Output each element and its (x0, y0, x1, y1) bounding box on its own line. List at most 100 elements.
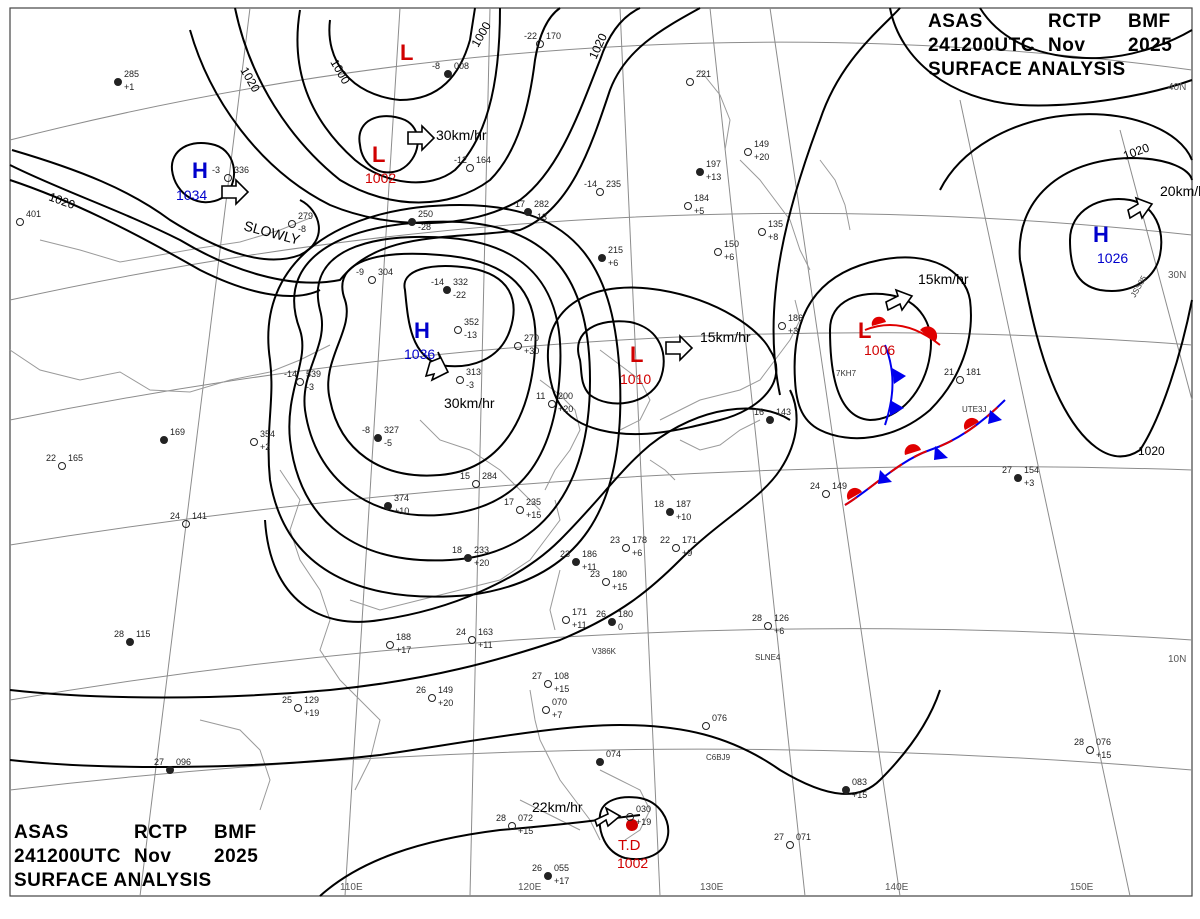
station-pressure: 135 (768, 219, 783, 229)
station-plot: 279-8 (288, 211, 313, 234)
station-plot: 22 171 +9 (660, 535, 697, 558)
station-circle (696, 168, 704, 176)
station-tendency: +11 (582, 562, 597, 572)
station-tendency: -3 (466, 380, 474, 390)
high-west-letter: H (192, 158, 208, 183)
station-temp: -8 (362, 425, 370, 435)
station-pressure: 178 (632, 535, 647, 545)
station-circle (294, 704, 302, 712)
footer-code: BMF (214, 822, 257, 843)
footer-year: 2025 (214, 846, 259, 867)
station-circle (443, 286, 451, 294)
station-pressure: 126 (774, 613, 789, 623)
station-circle (758, 228, 766, 236)
station-plot: 18 187 +10 (654, 499, 691, 522)
station-plot: -9 304 (356, 267, 393, 284)
station-circle (596, 188, 604, 196)
station-temp: -22 (524, 31, 537, 41)
station-pressure: 352 (464, 317, 479, 327)
lat-label: 10N (1168, 654, 1186, 665)
station-tendency: +20 (558, 404, 573, 414)
station-pressure: 186 (582, 549, 597, 559)
isobars (9, 7, 1193, 897)
station-tendency: +11 (478, 640, 493, 650)
low-east-letter: L (858, 318, 871, 343)
station-plot: 221 (686, 69, 711, 86)
station-plot: 26 149 +20 (416, 685, 453, 708)
station-plot: 24 163 +11 (456, 627, 493, 650)
station-plot: 27 108 +15 (532, 671, 569, 694)
station-pressure: 181 (966, 367, 981, 377)
station-temp: 15 (460, 471, 470, 481)
station-circle (508, 822, 516, 830)
station-temp: 26 (596, 609, 606, 619)
station-circle (250, 438, 258, 446)
station-tendency: +1 (124, 82, 134, 92)
station-plot: -14 235 (584, 179, 621, 196)
station-tendency: +6 (608, 258, 618, 268)
station-temp: 18 (452, 545, 462, 555)
lon-label: 130E (700, 882, 724, 893)
station-plot: 27 154 +3 (1002, 465, 1039, 488)
station-pressure: 304 (378, 267, 393, 277)
station-plot: -14 332 -22 (431, 277, 468, 300)
low-north-top-letter: L (400, 40, 413, 65)
station-plot: 25 129 +19 (282, 695, 319, 718)
station-plot: 26 180 0 (596, 609, 633, 632)
station-tendency: +8 (768, 232, 778, 242)
station-tendency: 0 (618, 622, 623, 632)
station-temp: 23 (610, 535, 620, 545)
station-circle (786, 841, 794, 849)
station-pressure: 188 (396, 632, 411, 642)
station-circle (562, 616, 570, 624)
station-temp: 11 (536, 391, 545, 401)
station-circle (544, 872, 552, 880)
station-pressure: 336 (234, 165, 249, 175)
lon-label: 150E (1070, 882, 1094, 893)
high-west-value: 1034 (176, 187, 207, 203)
station-pressure: 221 (696, 69, 711, 79)
station-pressure: 197 (706, 159, 721, 169)
footer-month: Nov (134, 846, 172, 867)
station-temp: 28 (752, 613, 762, 623)
station-circle (454, 326, 462, 334)
ship-id: 7KH7 (836, 369, 857, 378)
td-south-letter: T.D (618, 837, 641, 854)
station-plot: 070+7 (542, 697, 567, 720)
station-plot: 083+15 (842, 777, 867, 800)
station-pressure: 071 (796, 832, 811, 842)
station-tendency: +6 (724, 252, 734, 262)
station-pressure: 163 (478, 627, 493, 637)
station-tendency: +17 (396, 645, 411, 655)
station-pressure: 149 (754, 139, 769, 149)
stationary-front (844, 399, 1006, 506)
lon-label: 110E (340, 882, 363, 893)
station-plot: 17 235 +15 (504, 497, 541, 520)
station-plot: 27 071 (774, 832, 811, 849)
station-plot: 27 096 (154, 757, 191, 774)
low-korea-value: 1010 (620, 371, 651, 387)
station-temp: -14 (584, 179, 597, 189)
station-pressure: 285 (124, 69, 139, 79)
lat-label: 30N (1168, 270, 1186, 281)
station-tendency: +2 (260, 442, 270, 452)
station-temp: -14 (284, 369, 297, 379)
station-temp: -12 (454, 155, 467, 165)
station-tendency: -22 (453, 290, 466, 300)
station-tendency: +15 (612, 582, 627, 592)
station-pressure: 108 (554, 671, 569, 681)
station-circle (466, 164, 474, 172)
station-plot: 354+2 (250, 429, 275, 452)
station-pressure: 180 (618, 609, 633, 619)
footer-title: SURFACE ANALYSIS (14, 870, 212, 891)
station-pressure: 539 (306, 369, 321, 379)
station-tendency: +6 (632, 548, 642, 558)
station-tendency: +19 (304, 708, 319, 718)
station-pressure: 284 (482, 471, 497, 481)
station-tendency: +15 (518, 826, 533, 836)
station-temp: 24 (810, 481, 820, 491)
station-temp: 28 (1074, 737, 1084, 747)
graticule (9, 7, 1193, 897)
station-plot: 28 076 +15 (1074, 737, 1111, 760)
station-circle (16, 218, 24, 226)
